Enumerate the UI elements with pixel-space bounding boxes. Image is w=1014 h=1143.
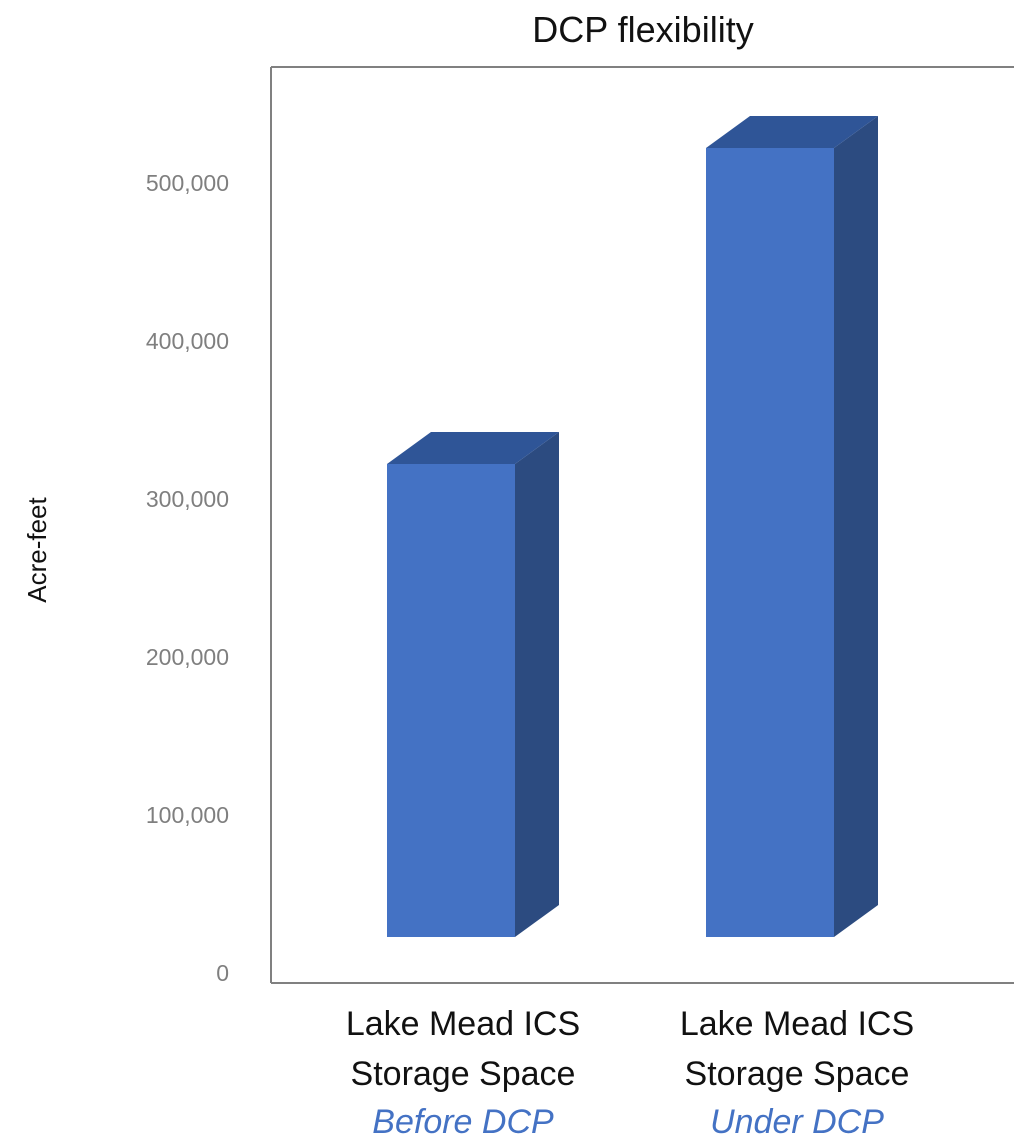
bar-front: [706, 148, 834, 937]
bars: [387, 116, 878, 937]
y-tick-label: 0: [216, 960, 229, 986]
bar-front: [387, 464, 515, 937]
bar-side: [515, 432, 559, 937]
x-tick-label-line2: Storage Space: [685, 1055, 910, 1093]
x-tick-label-line1: Lake Mead ICS: [346, 1005, 580, 1043]
bar-top: [706, 116, 878, 148]
y-tick-label: 500,000: [146, 170, 229, 196]
y-axis-label: Acre-feet: [22, 496, 52, 602]
x-tick-label-subtitle: Before DCP: [372, 1103, 554, 1141]
y-tick-label: 400,000: [146, 328, 229, 354]
plot-frame: [270, 66, 1014, 984]
y-axis-ticks: 0 100,000 200,000 300,000 400,000 500,000: [146, 170, 229, 986]
x-axis-labels: Lake Mead ICS Storage Space Before DCP Lake…: [346, 1005, 914, 1141]
bar: [706, 116, 878, 937]
y-tick-label: 100,000: [146, 802, 229, 828]
x-tick-label-line2: Storage Space: [351, 1055, 576, 1093]
x-tick-label-line1: Lake Mead ICS: [680, 1005, 914, 1043]
y-tick-label: 200,000: [146, 644, 229, 670]
y-tick-label: 300,000: [146, 486, 229, 512]
bar: [387, 432, 559, 937]
bar-side: [834, 116, 878, 937]
bar-top: [387, 432, 559, 464]
x-tick-label-subtitle: Under DCP: [710, 1103, 884, 1141]
chart-title: DCP flexibility: [532, 9, 753, 50]
